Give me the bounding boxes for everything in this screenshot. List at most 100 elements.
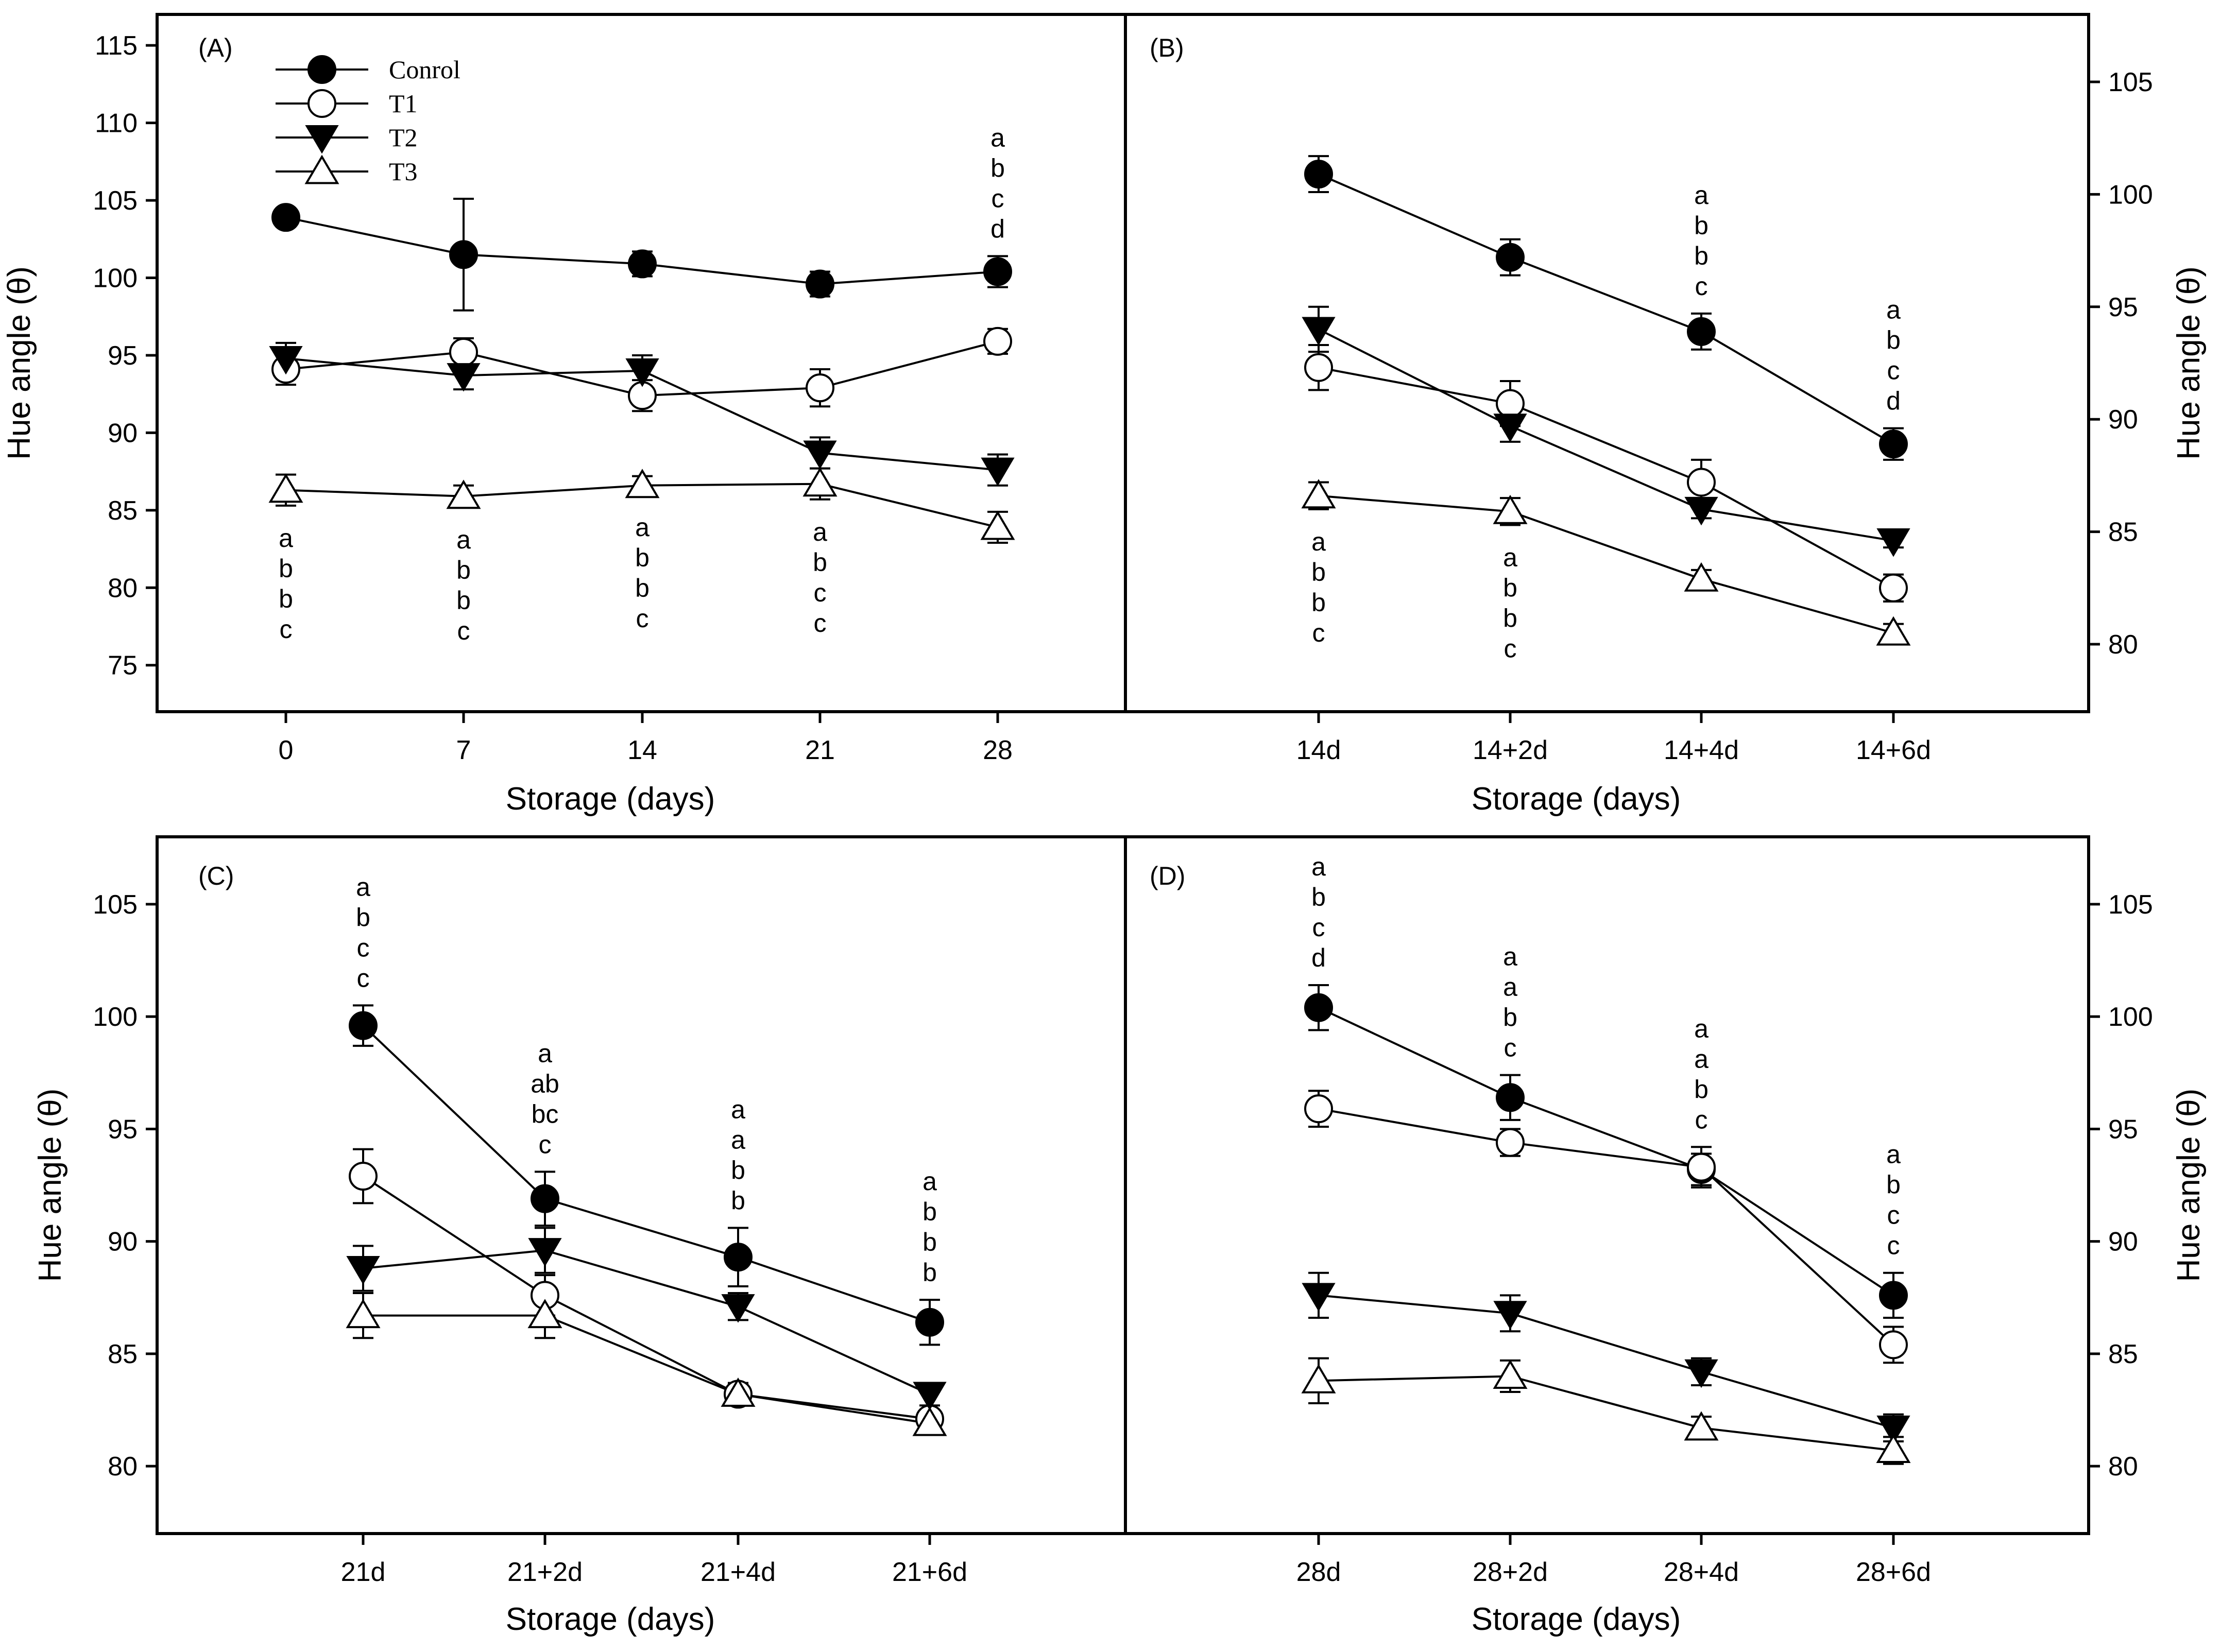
data-point [268,473,303,503]
data-point [269,346,303,375]
data-point [1304,993,1333,1022]
data-point [1496,1083,1525,1112]
significance-letter: c [1887,356,1900,385]
significance-letter: a [279,524,293,553]
significance-letter: a [1694,1014,1709,1043]
x-tick-label: 0 [279,735,294,765]
significance-letter: b [731,1156,745,1184]
data-point [1687,1152,1716,1182]
panel-d: 80 85 90 95 100 105 28d 28+2d 28+4d 28+6d Storage … [1124,835,2207,1637]
data-point [1879,1330,1908,1360]
significance-letter: a [356,872,370,901]
x-tick-label: 14+2d [1473,735,1548,765]
y-tick-label: 105 [93,890,138,920]
significance-letter: c [1695,272,1708,301]
significance-letter: b [635,543,650,572]
significance-letter: c [1695,1105,1708,1134]
significance-letter: b [1694,242,1709,270]
significance-letter: c [1887,1231,1900,1260]
significance-letter: c [280,615,293,644]
y-tick-label: 95 [2108,1114,2138,1144]
series-line [1318,1375,1894,1452]
significance-letter: b [456,556,471,584]
significance-letter: b [1311,558,1326,587]
data-point [1493,494,1528,524]
data-point [1684,496,1718,526]
y-tick-label: 75 [108,651,138,681]
significance-letter: c [357,933,370,962]
data-point [625,469,660,498]
y-tick-label: 105 [2108,67,2153,97]
significance-letter: c [814,578,827,607]
legend-marker [304,154,339,184]
data-point [349,1011,378,1040]
significance-letter: b [279,584,293,613]
data-point [913,1382,947,1410]
series-line [1318,1006,1894,1297]
significance-letter: a [731,1095,745,1124]
significance-letter: b [1694,211,1709,240]
y-tick-label: 100 [2108,1002,2153,1032]
series-line [1318,1294,1894,1429]
panel-label: (C) [198,862,234,890]
y-tick-label: 85 [2108,518,2138,547]
plot-frame [156,835,1127,1535]
data-point [1302,317,1336,346]
series-line [363,1249,930,1396]
legend-marker [307,55,336,84]
y-tick-label: 85 [2108,1339,2138,1369]
data-point [1496,389,1525,418]
significance-letter: b [922,1197,937,1226]
data-point [346,1299,381,1329]
data-point [1876,1434,1911,1464]
data-point [802,467,838,497]
data-point [1493,1360,1528,1389]
data-point [1684,1411,1719,1441]
panel-b: 80 85 90 95 100 105 14d 14+2d 14+4d 14+6d Storage … [1124,13,2207,817]
plot-frame [1124,835,2090,1535]
significance-letter: b [635,574,650,603]
data-point [528,1238,562,1267]
data-point [1496,243,1525,272]
significance-letter: c [457,616,470,645]
y-tick-label: 95 [2108,292,2138,322]
x-tick-label: 7 [456,735,471,765]
significance-letter: b [1311,883,1326,911]
data-point [1684,1359,1718,1388]
data-point [1876,616,1911,646]
significance-letter: d [1311,943,1326,972]
x-tick-label: 21d [341,1557,386,1587]
significance-letter: a [456,525,471,554]
x-tick-label: 28+6d [1856,1557,1931,1587]
significance-letter: c [1312,913,1325,942]
x-tick-label: 14 [627,735,657,765]
significance-letter: c [1504,634,1517,663]
data-point [1684,562,1719,592]
data-point [981,457,1015,487]
x-axis-title: Storage (days) [1472,781,1681,817]
y-tick-label: 95 [108,1114,138,1144]
data-point [983,326,1012,356]
data-point [1876,528,1910,557]
significance-letter: b [1886,1171,1901,1199]
x-tick-label: 28+4d [1664,1557,1739,1587]
significance-letter: a [1694,1044,1709,1073]
data-point [1493,1301,1527,1330]
significance-letter: b [1886,326,1901,355]
x-tick-label: 28 [983,735,1013,765]
x-tick-label: 21 [805,735,835,765]
legend-label: T1 [389,89,418,118]
panel-c: 80 85 90 95 100 105 21d 21+2d 21+4d 21+6d Storage … [32,835,1127,1637]
significance-letter: a [1503,543,1517,572]
data-point [346,1255,380,1285]
y-axis-title: Hue angle (θ) [32,1089,68,1282]
y-tick-label: 90 [2108,405,2138,435]
x-tick-label: 14+4d [1664,735,1739,765]
data-point [915,1307,944,1337]
significance-letter: b [1503,604,1517,632]
data-point [1304,160,1333,189]
panel-label: (B) [1150,33,1184,62]
x-axis-title: Storage (days) [506,781,715,817]
significance-letter: b [1503,573,1517,602]
data-point [531,1184,559,1213]
